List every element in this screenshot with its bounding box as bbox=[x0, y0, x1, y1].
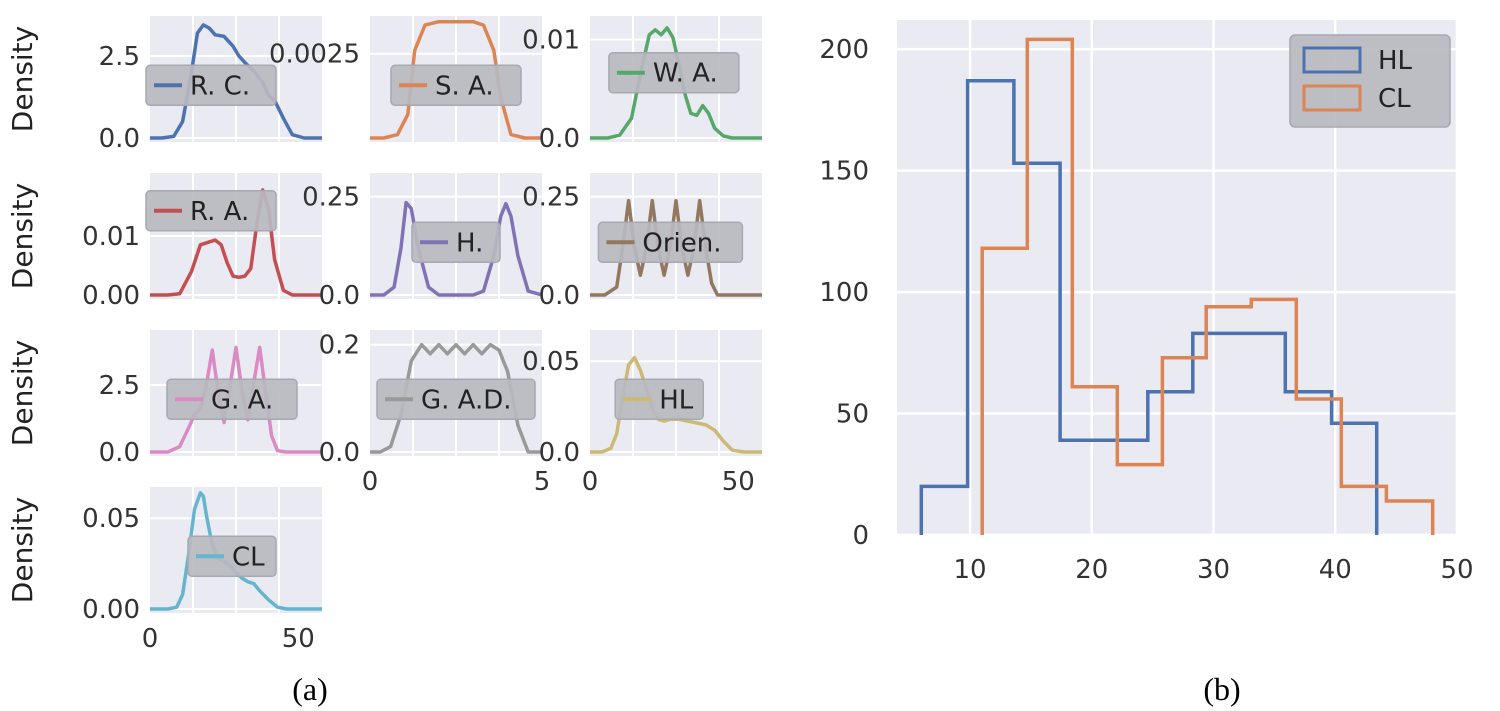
subplot-legend: G. A. bbox=[166, 378, 298, 421]
density-subplot-2: 0.0 0.01 W. A. bbox=[522, 16, 762, 154]
density-curve-sa bbox=[370, 19, 542, 140]
x-tick-label: 50 bbox=[722, 467, 755, 497]
legend-label: S. A. bbox=[435, 71, 494, 101]
legend-frame bbox=[376, 378, 536, 421]
legend-frame bbox=[145, 190, 277, 232]
subplot-legend: R. A. bbox=[145, 190, 277, 232]
subplot-legend: G. A.D. bbox=[376, 378, 536, 421]
x-tick-label: 50 bbox=[1440, 555, 1473, 585]
subplot-legend: CL bbox=[187, 535, 277, 578]
y-tick-label: 0.01 bbox=[82, 222, 140, 252]
legend-swatch bbox=[1302, 84, 1362, 112]
density-subplot-5: 0.0 0.25 Orien. bbox=[522, 173, 762, 311]
y-tick-label: 0.0 bbox=[319, 438, 360, 468]
y-tick-label: 2.5 bbox=[99, 42, 140, 72]
histogram-step-cl bbox=[980, 37, 1435, 535]
legend-label: G. A. bbox=[211, 385, 273, 415]
caption-b: (b) bbox=[1203, 671, 1240, 707]
legend-frame bbox=[187, 535, 277, 578]
y-tick-label: 100 bbox=[819, 278, 869, 308]
x-tick-label: 10 bbox=[953, 555, 986, 585]
legend-label: H. bbox=[456, 228, 483, 258]
y-axis-label: Density bbox=[6, 26, 39, 132]
x-tick-label: 20 bbox=[1075, 555, 1108, 585]
density-subplot-6: 0.0 2.5 G. A. Density bbox=[6, 330, 322, 468]
y-axis-label: Density bbox=[6, 340, 39, 446]
density-subplot-8: 0.0 0.05 0 50 HL bbox=[522, 330, 762, 497]
subplot-legend: W. A. bbox=[608, 51, 740, 94]
y-tick-label: 150 bbox=[819, 157, 869, 187]
y-tick-label: 0.05 bbox=[82, 504, 140, 534]
panel-b-histogram: 10 20 30 40 50 0 50 100 150 200 HL CL bbox=[819, 20, 1474, 585]
legend-frame bbox=[608, 51, 740, 94]
legend-frame bbox=[597, 221, 744, 264]
y-tick-label: 0.0 bbox=[99, 124, 140, 154]
density-subplot-7: 0.0 0.2 0 5 G. A.D. bbox=[319, 330, 551, 497]
density-subplot-0: 0.0 2.5 R. C. Density bbox=[6, 16, 322, 154]
density-curve-ga bbox=[150, 345, 322, 454]
x-tick-label: 0 bbox=[362, 467, 379, 497]
legend-label: R. C. bbox=[190, 71, 250, 101]
y-axis-label: Density bbox=[6, 497, 39, 603]
density-subplot-4: 0.0 0.25 H. bbox=[302, 173, 543, 311]
y-tick-label: 0.0 bbox=[99, 438, 140, 468]
subplot-legend: S. A. bbox=[390, 64, 522, 107]
legend-label: G. A.D. bbox=[421, 385, 512, 415]
legend-swatch bbox=[1302, 46, 1362, 74]
legend-frame bbox=[411, 221, 501, 264]
density-curve-h bbox=[370, 200, 543, 297]
y-tick-label: 0.2 bbox=[319, 331, 360, 361]
subplot-legend: Orien. bbox=[597, 221, 744, 264]
histogram-step-hl bbox=[919, 78, 1379, 535]
density-subplot-3: 0.00 0.01 R. A. Density bbox=[6, 173, 322, 311]
y-tick-label: 0.0 bbox=[539, 281, 580, 311]
density-subplot-9: 0.00 0.05 0 50 CL Density bbox=[6, 487, 322, 654]
legend-frame bbox=[390, 64, 522, 107]
legend-label: CL bbox=[1378, 84, 1411, 114]
density-subplot-1: 0.0025 S. A. bbox=[269, 16, 542, 142]
y-tick-label: 0 bbox=[852, 521, 869, 551]
y-tick-label: 0.05 bbox=[522, 347, 580, 377]
y-tick-label: 2.5 bbox=[99, 371, 140, 401]
legend-label: R. A. bbox=[190, 197, 249, 227]
x-tick-label: 30 bbox=[1197, 555, 1230, 585]
x-tick-label: 40 bbox=[1319, 555, 1352, 585]
x-tick-label: 0 bbox=[582, 467, 599, 497]
y-tick-label: 0.25 bbox=[302, 183, 360, 213]
density-curve-ra bbox=[150, 188, 322, 297]
panel-a-density-grid: 0.0 2.5 R. C. Density 0.0025 S. A. 0.0 0.01 W. A… bbox=[6, 16, 762, 654]
legend-label: W. A. bbox=[653, 59, 718, 89]
y-tick-label: 0.0 bbox=[539, 438, 580, 468]
legend-frame bbox=[145, 64, 277, 107]
y-tick-label: 0.0 bbox=[539, 124, 580, 154]
legend-label: Orien. bbox=[642, 228, 721, 258]
y-tick-label: 0.0025 bbox=[269, 40, 360, 70]
histogram-legend: HL CL bbox=[1289, 34, 1451, 128]
legend-label: HL bbox=[659, 385, 694, 415]
y-tick-label: 0.00 bbox=[82, 595, 140, 625]
legend-label: HL bbox=[1378, 46, 1413, 76]
subplot-legend: HL bbox=[614, 378, 704, 421]
subplot-legend: R. C. bbox=[145, 64, 277, 107]
y-tick-label: 50 bbox=[836, 400, 869, 430]
y-tick-label: 200 bbox=[819, 35, 869, 65]
y-tick-label: 0.00 bbox=[82, 281, 140, 311]
caption-a: (a) bbox=[292, 671, 328, 707]
subplot-legend: H. bbox=[411, 221, 501, 264]
y-tick-label: 0.25 bbox=[522, 183, 580, 213]
x-tick-label: 5 bbox=[534, 467, 551, 497]
legend-frame bbox=[166, 378, 298, 421]
legend-frame bbox=[614, 378, 704, 421]
y-tick-label: 0.0 bbox=[319, 281, 360, 311]
x-tick-label: 0 bbox=[142, 624, 159, 654]
x-tick-label: 50 bbox=[282, 624, 315, 654]
y-axis-label: Density bbox=[6, 183, 39, 289]
y-tick-label: 0.01 bbox=[522, 26, 580, 56]
legend-label: CL bbox=[232, 542, 265, 572]
legend-frame bbox=[1289, 34, 1451, 128]
